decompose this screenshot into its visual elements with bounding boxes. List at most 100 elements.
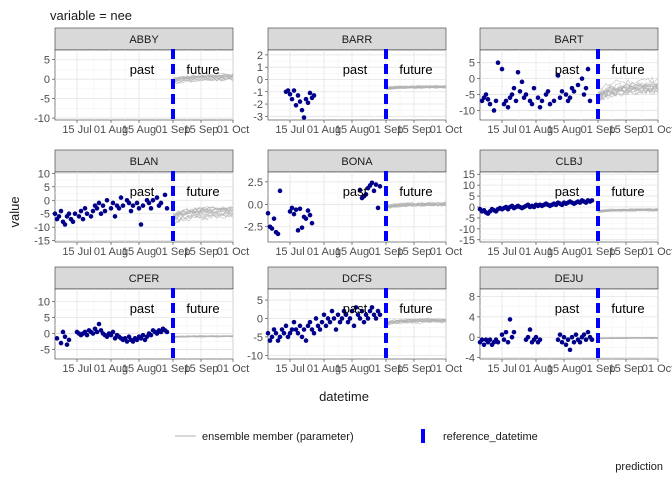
y-tick-label: 5 (257, 295, 263, 307)
facet-strip-label: DEJU (555, 273, 584, 285)
observation-point (96, 321, 102, 327)
observation-point (567, 95, 573, 101)
observation-point (94, 206, 100, 211)
observation-point (90, 331, 96, 336)
y-tick-label: 1 (257, 62, 263, 74)
observation-point (323, 323, 329, 329)
observation-point (479, 337, 485, 343)
observation-point (533, 334, 539, 340)
observation-point (311, 330, 317, 336)
observation-point (150, 197, 156, 203)
observation-point (519, 79, 525, 85)
chart-caption: prediction (615, 461, 663, 473)
y-tick-label: 5 (44, 182, 50, 194)
observation-point (54, 336, 60, 341)
past-annotation: past (343, 301, 368, 316)
observation-point (333, 327, 339, 332)
x-tick-label: 01 Aug (94, 124, 128, 136)
past-annotation: past (343, 62, 368, 77)
x-tick-label: 15 Sep (609, 124, 644, 136)
observation-point (116, 206, 122, 211)
y-tick-label: -2.5 (244, 222, 263, 234)
y-tick-label: -10 (459, 105, 475, 117)
observation-point (353, 305, 359, 310)
observation-point (62, 222, 68, 227)
observation-point (483, 92, 489, 97)
observation-point (307, 90, 313, 96)
observation-point (52, 211, 58, 217)
observation-point (501, 337, 507, 343)
observation-point (343, 312, 349, 318)
x-tick-label: 15 Sep (397, 124, 432, 136)
observation-point (575, 82, 581, 88)
observation-point (289, 327, 295, 332)
observation-point (118, 195, 124, 200)
x-tick-label: 15 Aug (547, 124, 581, 136)
observation-point (301, 115, 307, 120)
y-tick-label: -10 (34, 113, 50, 125)
x-tick-label: 15 Sep (609, 363, 644, 375)
x-tick-label: 15 Aug (335, 246, 369, 258)
observation-point (545, 89, 551, 94)
observation-point (293, 327, 299, 332)
observation-point (66, 211, 72, 217)
plot-area (267, 171, 447, 243)
observation-point (110, 329, 116, 335)
x-tick-label: 15 Jul (62, 124, 91, 136)
y-tick-label: 5 (469, 58, 475, 70)
observation-point (297, 206, 303, 212)
observation-point (311, 93, 317, 98)
observation-point (583, 337, 589, 343)
observation-point (285, 88, 291, 93)
observation-point (363, 312, 369, 318)
facet-strip-label: CPER (129, 273, 160, 285)
observation-point (505, 339, 511, 345)
y-tick-label: -1 (253, 87, 263, 99)
observation-point (110, 200, 116, 206)
ensemble-member-line (597, 337, 659, 339)
facet-strip-label: CLBJ (556, 156, 583, 168)
observation-point (345, 319, 351, 325)
ensemble-member-line (597, 88, 659, 103)
ensemble-member-line (385, 86, 447, 90)
observation-point (162, 192, 168, 198)
observation-point (377, 184, 383, 189)
observation-point (331, 316, 337, 321)
x-tick-label: 15 Jul (275, 246, 304, 258)
y-tick-label: -10 (34, 222, 50, 234)
x-tick-label: 15 Jul (62, 363, 91, 375)
observation-point (365, 316, 371, 321)
y-axis-label: value (7, 196, 22, 227)
x-tick-label: 01 Aug (94, 363, 128, 375)
ensemble-member-line (172, 76, 234, 83)
past-annotation: past (130, 301, 155, 316)
observation-point (495, 339, 501, 345)
y-tick-label: 0 (44, 195, 50, 207)
observation-point (587, 98, 593, 104)
x-tick-label: 15 Jul (275, 363, 304, 375)
observation-point (585, 329, 591, 335)
y-tick-label: -15 (34, 236, 50, 248)
observation-point (136, 206, 142, 211)
observation-point (337, 319, 343, 325)
observation-point (265, 210, 271, 216)
y-tick-label: -10 (459, 224, 475, 236)
past-annotation: past (130, 62, 155, 77)
y-tick-label: -15 (459, 235, 475, 247)
observation-point (269, 334, 275, 340)
observation-point (98, 211, 104, 217)
ensemble-member-line (597, 208, 659, 212)
observation-point (565, 337, 571, 343)
ensemble-member-line (597, 81, 659, 95)
x-tick-label: 01 Aug (94, 246, 128, 258)
observation-point (289, 96, 295, 102)
x-tick-label: 01 Oct (217, 363, 249, 375)
observation-point (581, 92, 587, 97)
observation-point (303, 338, 309, 343)
observation-point (84, 332, 90, 338)
observation-point (299, 334, 305, 340)
